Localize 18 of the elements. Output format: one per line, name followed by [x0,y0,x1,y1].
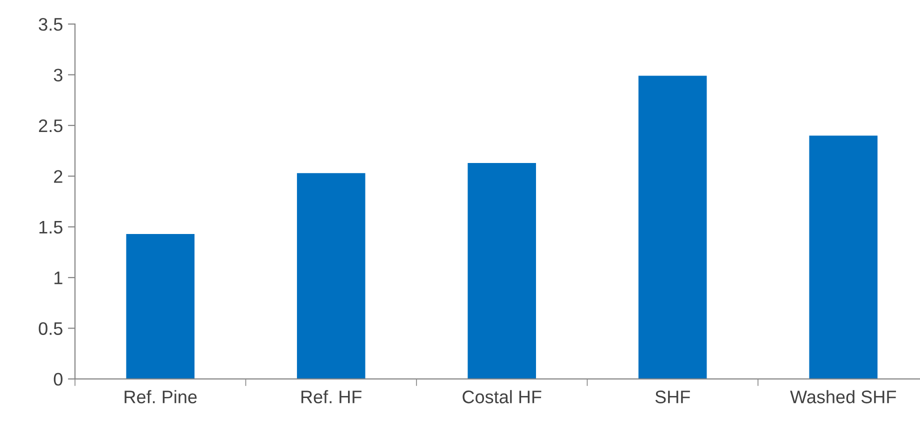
y-tick-label: 0 [54,372,62,386]
y-tick-label: 1 [54,272,62,284]
y-tick-label: 3 [54,68,62,82]
x-tick-label: SHF [655,390,690,404]
y-tick-label: 2 [54,170,62,183]
x-tick-label: Costal HF [462,390,542,404]
bar [638,76,707,379]
x-tick-label: Ref. HF [301,390,362,404]
bar [468,162,536,379]
y-tick-label: 1.5 [39,220,62,234]
bar [126,234,195,379]
y-tick-label: 3.5 [38,18,62,31]
bar [296,173,366,379]
x-tick-label: Washed SHF [790,390,896,404]
x-tick-label: Ref. Pine [124,390,197,404]
y-tick-label: 0.5 [38,322,62,335]
y-tick-label: 2.5 [38,119,62,132]
bar [809,136,878,379]
